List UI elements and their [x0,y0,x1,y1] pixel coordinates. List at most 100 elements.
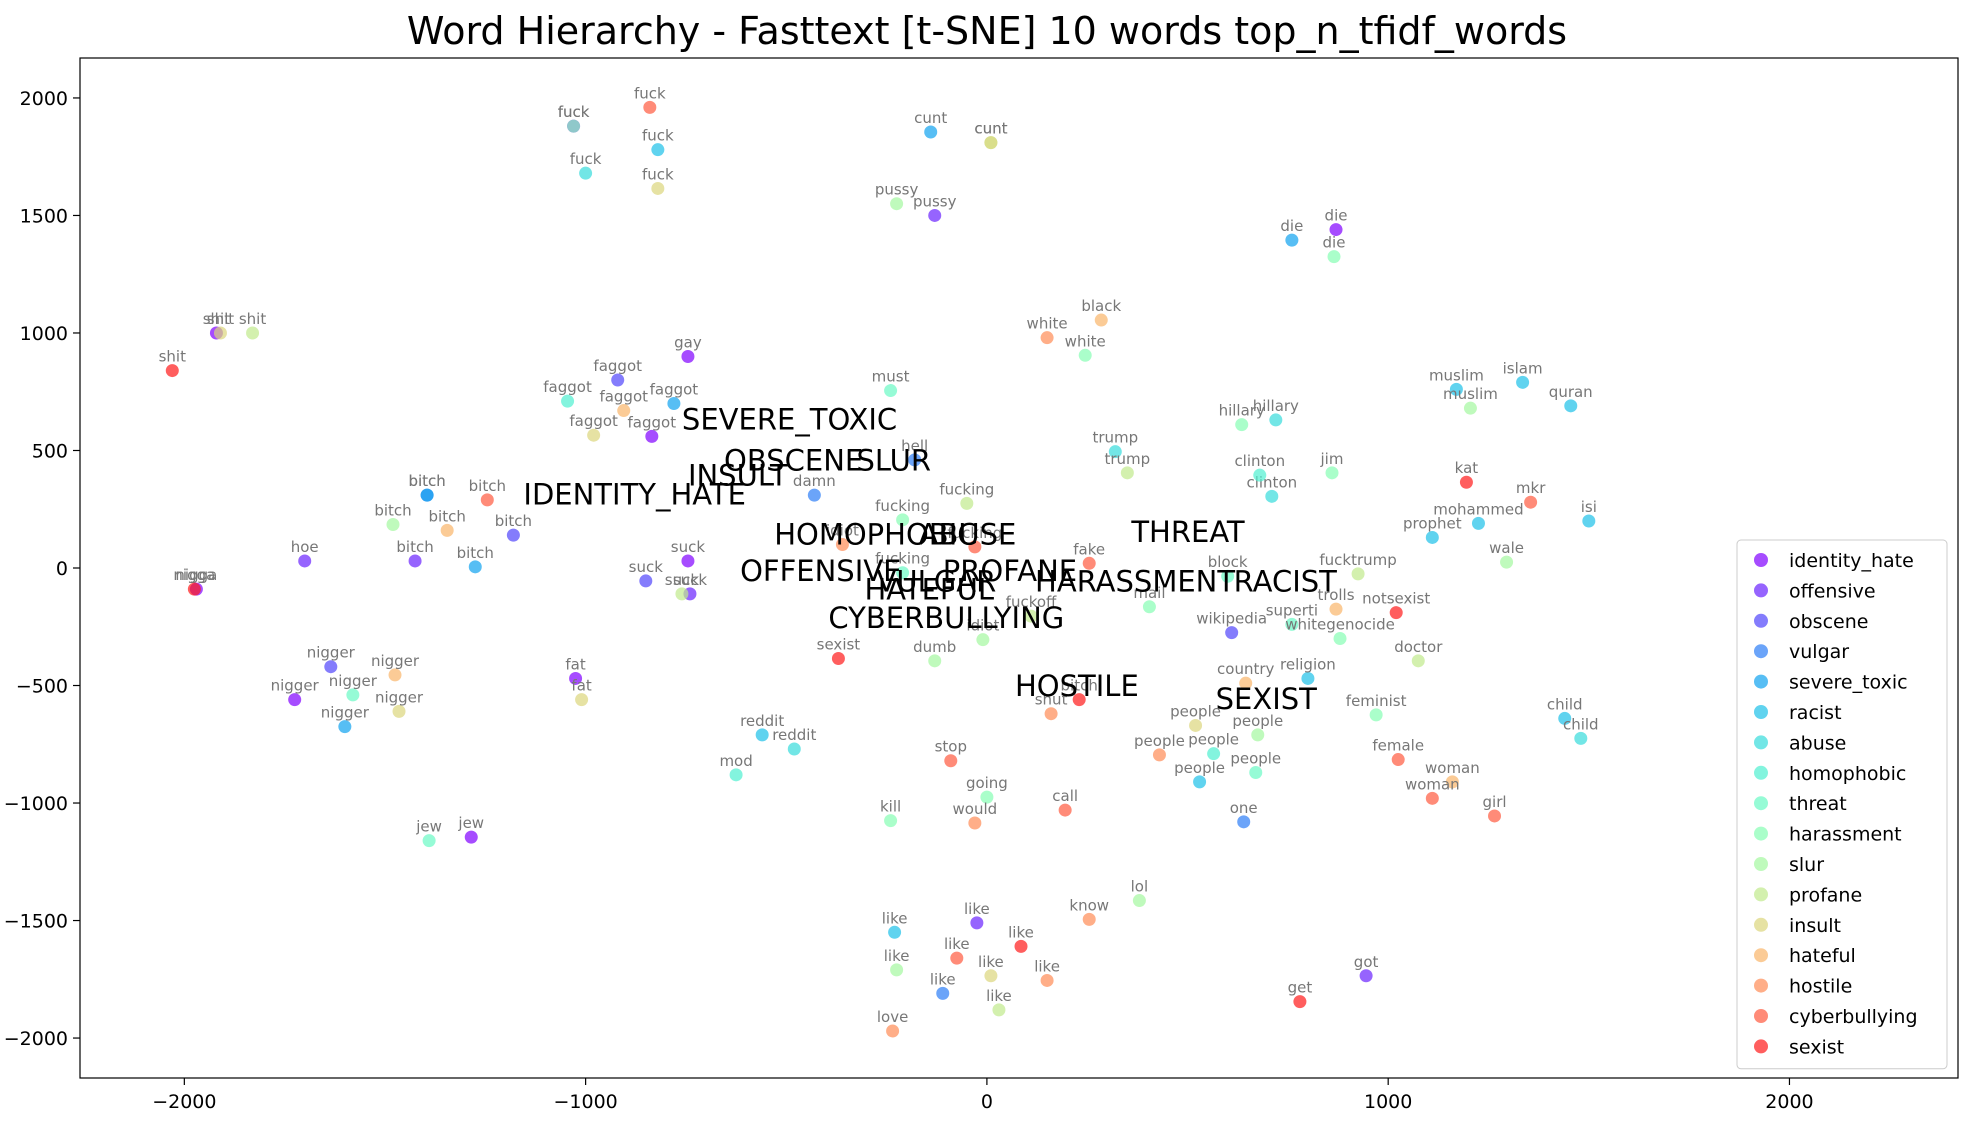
point-label: sexist [817,635,861,653]
y-tick-label: −500 [16,676,68,698]
data-point [681,554,695,568]
legend-entry: abuse [1789,732,1846,754]
legend-entry: obscene [1789,611,1868,633]
data-point [1329,602,1343,616]
point-label: trump [1092,429,1138,447]
legend-marker [1754,674,1768,689]
point-label: jew [457,814,484,832]
legend: identity_hate offensive obscene vulgar sever… [1736,539,1948,1070]
series-hateful: bitch faggot nigger black country trolls woman [371,297,1480,789]
cluster-label: HARASSMENT [1035,565,1235,599]
data-point [1094,313,1108,327]
legend-entry: hostile [1789,976,1852,998]
x-tick-label: 2000 [1765,1091,1813,1113]
data-point [1207,747,1221,761]
series-offensive: hoe bitch pussy suck got like [291,192,1379,983]
point-label: like [1034,957,1060,975]
legend-entry: identity_hate [1789,550,1914,572]
series-identity_hate: fuck gay faggot suck nigga nigger fat jew shit di… [175,103,1347,844]
point-label: damn [793,472,836,490]
legend-box [1736,539,1948,1070]
point-label: isi [1581,498,1597,516]
series-threat: jew nigger must block people fucking superti [329,368,1318,848]
legend-marker [1754,613,1768,628]
legend-marker [1754,583,1768,598]
point-label: people [1232,712,1283,730]
point-label: going [966,774,1008,792]
data-point [1524,495,1538,509]
y-tick-label: 1000 [20,323,68,345]
legend-entry: sexist [1789,1036,1844,1058]
point-label: muslim [1443,385,1498,403]
point-label: nigger [321,704,370,722]
data-point [506,528,520,542]
point-label: people [1170,702,1221,720]
data-point [567,119,581,133]
data-point [298,554,312,568]
data-point [1411,654,1425,668]
y-tick-label: 500 [32,440,68,462]
data-point [1449,382,1463,396]
data-point [908,453,922,467]
legend-marker [1754,705,1768,719]
data-point [1389,606,1403,620]
point-label: mkr [1516,479,1546,497]
point-label: faggot [599,388,648,406]
point-label: fucking [939,480,994,498]
point-label: mohammed [1433,500,1523,518]
point-label: call [1052,787,1078,805]
data-point [579,166,593,180]
point-label: woman [1425,759,1480,777]
data-point [1142,600,1156,614]
data-point [1265,489,1279,503]
cluster-label: SEXIST [1216,682,1318,716]
point-label: shit [207,310,234,328]
point-label: suck [671,538,706,556]
data-point [561,394,575,408]
data-point [1285,617,1299,631]
data-point [1040,973,1054,987]
point-label: people [1174,759,1225,777]
point-label: jew [415,818,442,836]
point-label: shit [203,310,230,328]
point-label: know [1069,896,1109,914]
data-point [960,496,974,510]
data-point [1072,693,1086,707]
point-label: hillary [1253,397,1299,415]
data-point [480,493,494,507]
legend-entry: cyberbullying [1789,1006,1918,1028]
data-point [1333,632,1347,646]
data-point [984,136,998,150]
data-point [1293,995,1307,1009]
point-label: like [944,935,970,953]
series-hostile: white idiot people love shut like would know [826,315,1185,1038]
data-point [1108,445,1122,459]
cluster-label: PROFANE [943,554,1077,588]
point-label: nigger [375,688,424,706]
point-label: cunt [974,120,1007,138]
data-point [1351,567,1365,581]
series-profane: shitsuckfuckingtrumpfuckofffucktrumpdoct… [239,120,1443,1017]
data-point [440,523,454,537]
point-label: people [1230,749,1281,767]
data-point [950,951,964,965]
data-point [1253,468,1267,482]
data-point [1058,803,1072,817]
data-point [755,728,769,742]
point-label: must [872,368,910,386]
point-label: like [884,947,910,965]
data-point [651,181,665,195]
legend-marker [1754,978,1768,993]
legend-entry: vulgar [1789,641,1849,663]
cluster-label: HOSTILE [1015,669,1139,703]
data-point [651,143,665,157]
point-label: get [1288,979,1313,997]
data-point [667,396,681,410]
point-label: trump [1104,450,1150,468]
point-label: religion [1280,655,1336,673]
series-cyberbullying: fuck bitch stop fake fucking call like female mk… [469,84,1546,965]
data-point [675,587,689,601]
data-point [324,660,338,674]
point-label: like [930,970,956,988]
data-point [928,208,942,222]
